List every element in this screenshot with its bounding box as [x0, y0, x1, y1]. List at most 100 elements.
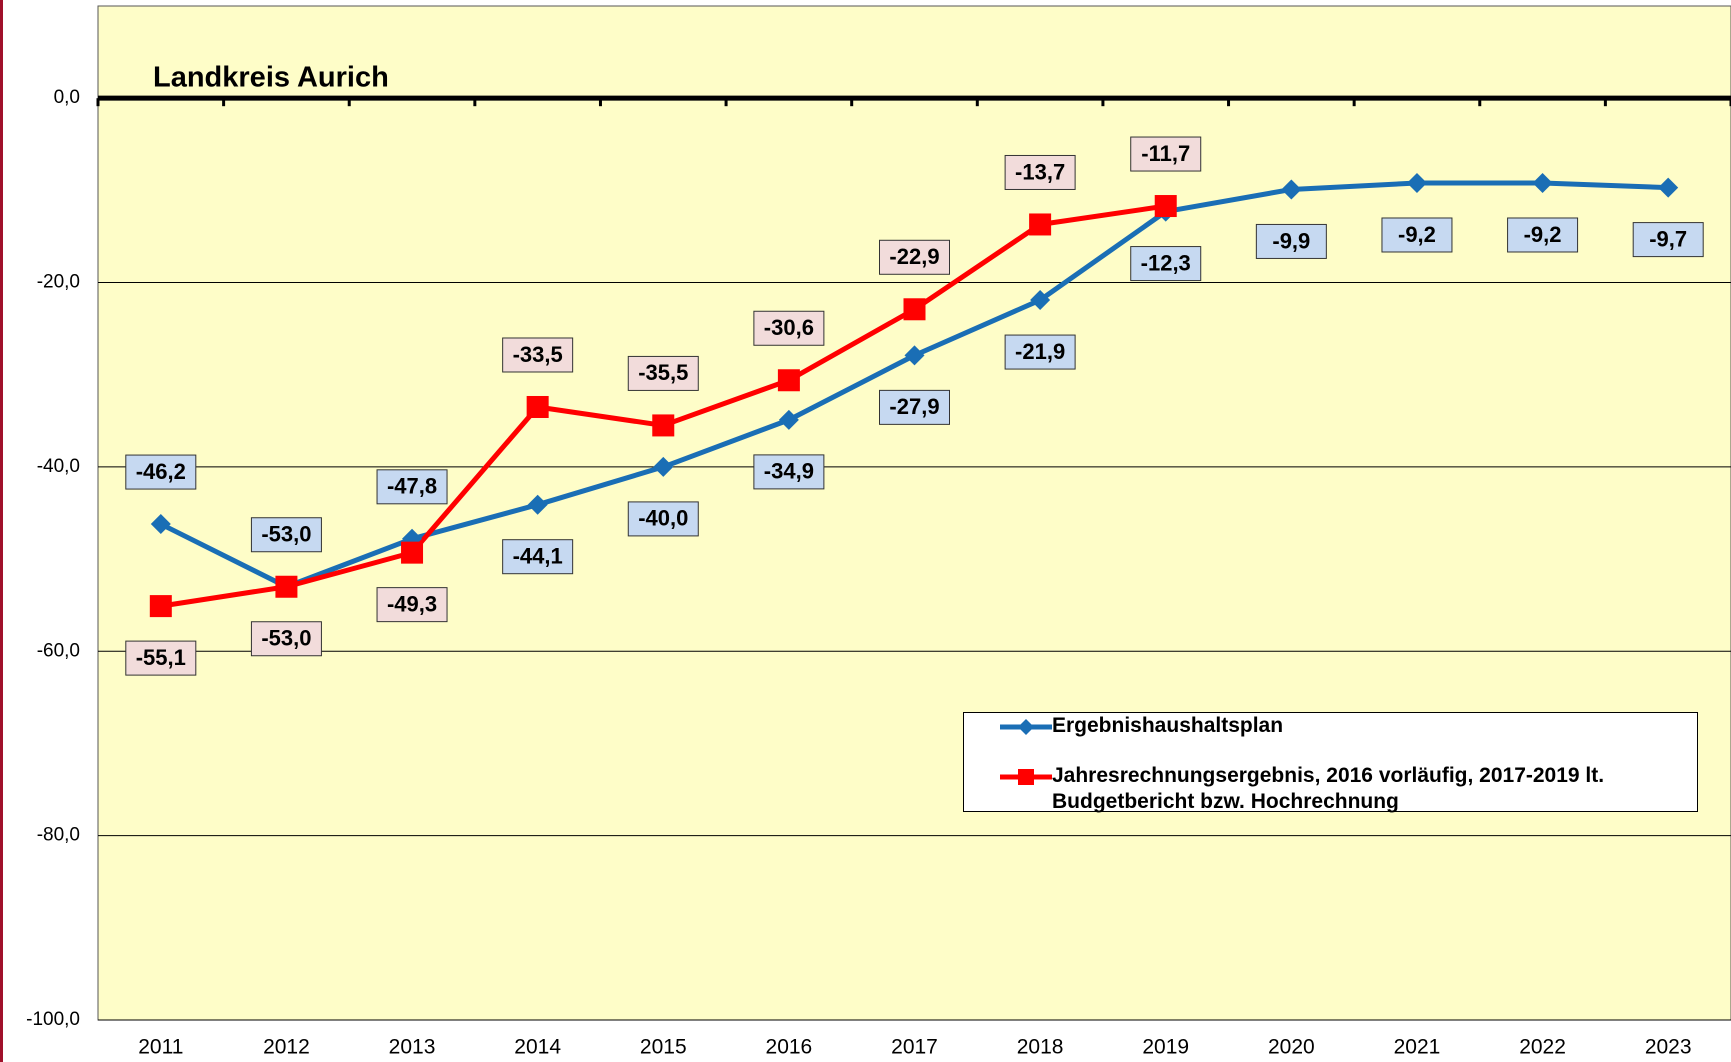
- data-label-box: [1130, 136, 1202, 172]
- data-label-box: [502, 337, 574, 373]
- x-tick-label: 2022: [1519, 1036, 1566, 1059]
- data-label-box: [879, 239, 950, 275]
- point: [526, 395, 549, 418]
- plot-area: [97, 5, 1731, 1021]
- data-label-text: -22,9: [889, 244, 939, 269]
- data-label-text: -9,2: [1524, 222, 1562, 247]
- point: [903, 298, 926, 321]
- data-label-text: -53,0: [261, 626, 311, 651]
- data-label-text: -55,1: [136, 645, 186, 670]
- data-label-box: [1381, 217, 1453, 253]
- x-tick-label: 2020: [1268, 1036, 1315, 1059]
- data-label-text: -40,0: [638, 506, 688, 531]
- data-label-box: [753, 454, 825, 490]
- data-label-text: -13,7: [1015, 159, 1065, 184]
- x-tick-label: 2012: [263, 1036, 310, 1059]
- data-label-text: -21,9: [1015, 339, 1065, 364]
- data-label: -34,9: [753, 454, 825, 490]
- x-tick-label: 2021: [1394, 1036, 1441, 1059]
- x-tick-label: 2023: [1645, 1036, 1692, 1059]
- legend-swatch: [1000, 769, 1052, 785]
- data-label: -33,5: [502, 337, 574, 373]
- data-label-box: [1255, 223, 1327, 259]
- data-label-box: [376, 469, 448, 505]
- legend-label: Ergebnishaushaltsplan: [1052, 714, 1284, 737]
- data-label: -53,0: [250, 621, 322, 657]
- data-label: -40,0: [627, 501, 699, 537]
- data-label-text: -9,2: [1398, 222, 1436, 247]
- data-label-text: -49,3: [387, 591, 437, 616]
- left-border: [0, 0, 3, 1062]
- data-label-box: [125, 640, 197, 676]
- data-label-text: -35,5: [638, 360, 688, 385]
- data-label-box: [250, 517, 322, 553]
- legend-label: Jahresrechnungsergebnis, 2016 vorläufig,…: [1052, 764, 1605, 813]
- data-label: -46,2: [125, 454, 197, 490]
- data-label-text: -47,8: [387, 474, 437, 499]
- point: [653, 456, 674, 477]
- data-label: -49,3: [376, 587, 448, 623]
- point: [1281, 179, 1302, 200]
- y-tick-label: 0,0: [54, 87, 80, 108]
- point: [149, 595, 172, 618]
- data-label: -13,7: [1004, 154, 1076, 190]
- data-label: -30,6: [753, 310, 825, 346]
- data-label: -27,9: [879, 389, 950, 425]
- point: [150, 514, 171, 535]
- data-label-box: [502, 539, 574, 575]
- point: [1029, 213, 1052, 236]
- x-tick-label: 2011: [138, 1036, 183, 1059]
- data-label-text: -30,6: [764, 315, 814, 340]
- x-tick-label: 2017: [891, 1036, 938, 1059]
- data-label-box: [627, 355, 699, 391]
- data-label: -21,9: [1004, 334, 1076, 370]
- y-tick-label: -80,0: [37, 825, 80, 846]
- data-label: -47,8: [376, 469, 448, 505]
- point: [1532, 172, 1553, 193]
- data-label-text: -53,0: [261, 522, 311, 547]
- point: [527, 494, 548, 515]
- point: [1658, 177, 1679, 198]
- data-label-text: -9,7: [1649, 226, 1687, 251]
- point: [275, 575, 298, 598]
- data-label-text: -46,2: [136, 459, 186, 484]
- data-label-text: -9,9: [1272, 228, 1310, 253]
- data-label: -9,7: [1632, 222, 1704, 258]
- data-label-text: -11,7: [1141, 141, 1190, 166]
- data-label-text: -33,5: [513, 342, 563, 367]
- y-tick-label: -100,0: [26, 1009, 80, 1030]
- point: [1154, 195, 1177, 218]
- data-label: -53,0: [250, 517, 322, 553]
- data-label-box: [627, 501, 699, 537]
- point: [777, 369, 800, 392]
- x-tick-label: 2018: [1017, 1036, 1064, 1059]
- x-tick-label: 2019: [1142, 1036, 1189, 1059]
- data-label-box: [125, 454, 197, 490]
- data-label: -35,5: [627, 355, 699, 391]
- point: [1406, 172, 1427, 193]
- data-label: -12,3: [1130, 246, 1202, 282]
- data-label-text: -27,9: [889, 394, 939, 419]
- y-tick-label: -60,0: [37, 640, 80, 661]
- data-label-text: -44,1: [513, 544, 563, 569]
- point: [778, 409, 799, 430]
- legend: Ergebnishaushaltsplan Jahresrechnungserge…: [963, 712, 1698, 813]
- data-label: -9,9: [1255, 223, 1327, 259]
- legend-swatch: [1000, 719, 1052, 735]
- point: [652, 414, 675, 437]
- x-tick-label: 2013: [389, 1036, 436, 1059]
- data-label-box: [1507, 217, 1579, 253]
- x-tick-label: 2016: [766, 1036, 813, 1059]
- y-tick-label: -40,0: [37, 456, 80, 477]
- data-label-text: -12,3: [1141, 250, 1191, 275]
- data-label-box: [1004, 334, 1076, 370]
- data-label: -22,9: [879, 239, 950, 275]
- data-label: -9,2: [1507, 217, 1579, 253]
- data-label-box: [753, 310, 825, 346]
- data-label: -11,7: [1130, 136, 1202, 172]
- data-label-box: [250, 621, 322, 657]
- y-tick-label: -20,0: [37, 272, 80, 293]
- data-label-box: [1632, 222, 1704, 258]
- data-label-box: [879, 389, 950, 425]
